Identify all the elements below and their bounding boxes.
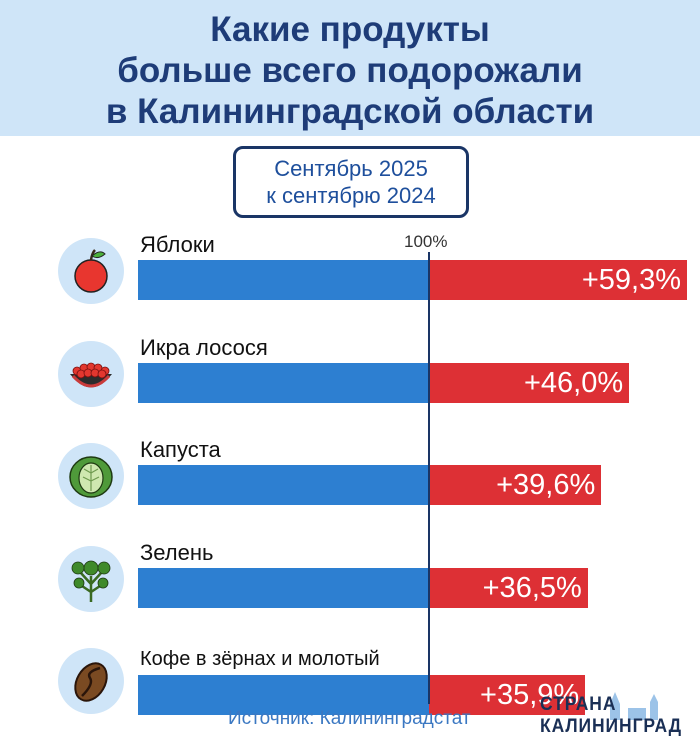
baseline-label: 100% (404, 232, 448, 251)
category-label: Яблоки (140, 232, 215, 257)
parsley-icon (58, 545, 124, 612)
chart-row: Икра лосося +46,0% (0, 335, 700, 439)
base-bar (138, 675, 429, 715)
value-label: +35,9% (480, 679, 580, 711)
base-bar (138, 260, 429, 300)
title-line-1: Какие продукты (210, 10, 490, 49)
value-label: +46,0% (523, 366, 624, 399)
increase-bar: +39,6% (429, 465, 602, 505)
category-label: Икра лосося (140, 334, 268, 360)
title-line-2: больше всего подорожали (117, 51, 583, 90)
increase-bar: +46,0% (429, 362, 630, 403)
increase-bar: +59,3% (429, 260, 687, 300)
source-text: Источник: Калининградстат (228, 708, 471, 729)
increase-bar: +35,9% (429, 675, 586, 715)
period-line-2: к сентябрю 2024 (266, 183, 436, 208)
coffee-bean-icon (58, 648, 124, 714)
chart-row: Кофе в зёрнах и молотый +35,9% (0, 642, 700, 744)
logo-line-1: СТРАНА (540, 694, 617, 715)
cabbage-icon (58, 443, 124, 509)
base-bar (138, 567, 429, 608)
base-bar (138, 465, 429, 505)
increase-bar: +36,5% (429, 567, 588, 608)
title-line-3: в Калининградской области (105, 92, 595, 131)
value-label: +36,5% (482, 571, 582, 604)
salmon-caviar-icon (58, 340, 124, 407)
chart-row: Капуста +39,6% (0, 437, 700, 541)
period-line-1: Сентябрь 2025 (274, 156, 428, 181)
base-bar (138, 362, 429, 403)
period-box: Сентябрь 2025 к сентябрю 2024 (233, 146, 469, 218)
header-banner: Какие продукты больше всего подорожали в… (0, 0, 700, 136)
value-label: +39,6% (496, 469, 596, 501)
category-label: Кофе в зёрнах и молотый (140, 648, 380, 670)
category-label: Зелень (140, 539, 214, 565)
category-label: Капуста (140, 437, 221, 462)
chart-row: Яблоки +59,3% (0, 232, 700, 336)
baseline-line (428, 252, 430, 704)
logo-line-2: КАЛИНИНГРАД (540, 716, 683, 737)
logo-skyline-icon (610, 692, 658, 720)
logo: СТРАНА КАЛИНИНГРАД (540, 690, 690, 742)
chart-row: Зелень +36,5% (0, 540, 700, 644)
apple-icon (58, 238, 124, 304)
value-label: +59,3% (581, 264, 681, 296)
